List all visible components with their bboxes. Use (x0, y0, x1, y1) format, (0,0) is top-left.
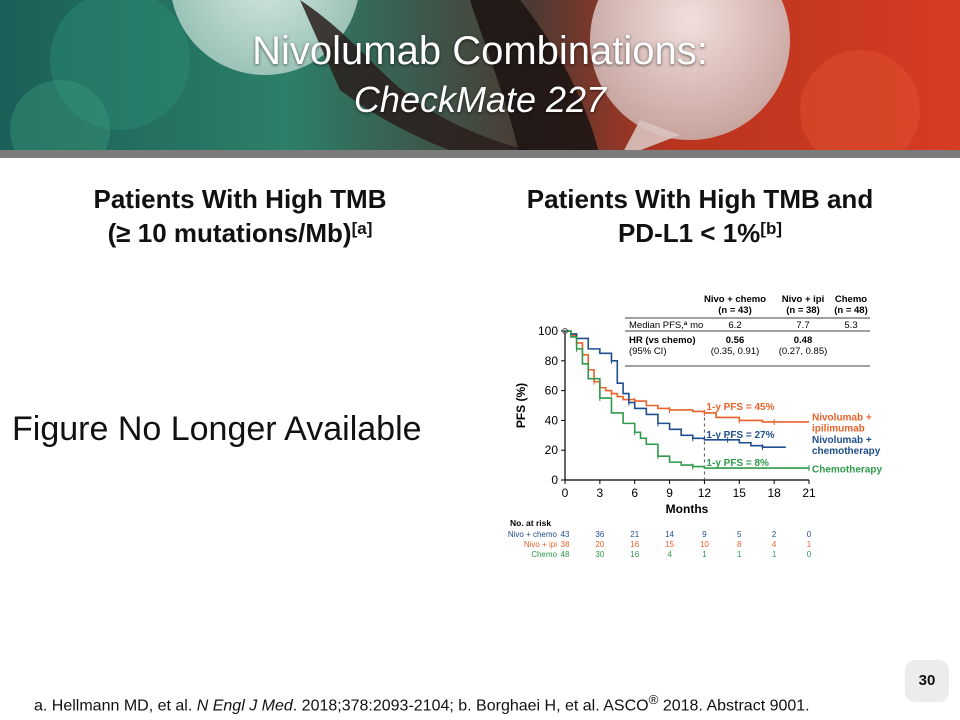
risk-cell: 16 (630, 540, 639, 549)
y-tick-label: 20 (545, 443, 559, 457)
x-tick-label: 18 (767, 486, 781, 500)
table-row-label: Median PFS,ª mo (629, 320, 703, 331)
risk-cell: 9 (702, 530, 707, 539)
risk-cell: 48 (561, 550, 570, 559)
left-column-heading: Patients With High TMB (≥ 10 mutations/M… (40, 182, 440, 250)
risk-cell: 4 (772, 540, 777, 549)
right-heading-line1: Patients With High TMB and (526, 184, 874, 214)
left-heading-line2: (≥ 10 mutations/Mb)[a] (40, 216, 440, 250)
y-tick-label: 40 (545, 413, 559, 427)
figure-unavailable-text: Figure No Longer Available (12, 410, 422, 448)
slide-title: Nivolumab Combinations: (252, 29, 708, 73)
risk-table-title: No. at risk (510, 518, 551, 528)
right-heading-line2: PD-L1 < 1%[b] (490, 216, 910, 250)
y-tick-label: 0 (551, 473, 558, 487)
risk-row-label: Nivo + ipi (524, 540, 557, 549)
footnote-part-c: 2018. Abstract 9001. (658, 697, 810, 715)
table-row-label: HR (vs chemo) (629, 335, 696, 346)
risk-cell: 5 (737, 530, 742, 539)
left-heading-ref: [a] (351, 219, 373, 238)
table-cell: (0.27, 0.85) (779, 346, 828, 357)
risk-cell: 1 (807, 540, 812, 549)
risk-cell: 38 (561, 540, 570, 549)
table-row-label: (95% CI) (629, 346, 666, 357)
table-cell: 7.7 (796, 320, 809, 331)
x-tick-label: 0 (562, 486, 569, 500)
x-tick-label: 9 (666, 486, 673, 500)
risk-cell: 8 (737, 540, 742, 549)
table-cell: 5.3 (844, 320, 857, 331)
risk-cell: 36 (595, 530, 604, 539)
footnote-journal: N Engl J Med (196, 697, 293, 715)
table-cell: (0.35, 0.91) (711, 346, 760, 357)
footnote-part-a: a. Hellmann MD, et al. (34, 697, 197, 715)
table-header-n: (n = 43) (718, 305, 752, 316)
x-tick-label: 3 (597, 486, 604, 500)
series-line-1 (565, 330, 786, 449)
table-cell: 0.56 (726, 335, 745, 346)
pfs-annotation-0: 1-y PFS = 45% (706, 402, 774, 413)
legend-label-2: Chemotherapy (812, 465, 882, 476)
table-cell: 0.48 (794, 335, 813, 346)
risk-cell: 14 (665, 530, 674, 539)
risk-cell: 10 (700, 540, 709, 549)
footnote: a. Hellmann MD, et al. N Engl J Med. 201… (34, 692, 810, 715)
risk-cell: 21 (630, 530, 639, 539)
footnote-registered: ® (648, 692, 659, 707)
left-heading-line1: Patients With High TMB (93, 184, 387, 214)
table-header: Nivo + chemo (704, 294, 766, 305)
risk-cell: 1 (772, 550, 777, 559)
y-tick-label: 80 (545, 354, 559, 368)
y-tick-label: 100 (538, 324, 558, 338)
right-heading-ref: [b] (760, 219, 783, 238)
x-tick-label: 21 (802, 486, 816, 500)
risk-cell: 15 (665, 540, 674, 549)
table-header-n: (n = 48) (834, 305, 868, 316)
legend-label-1: chemotherapy (812, 446, 881, 457)
page-number: 30 (905, 660, 949, 702)
y-axis-title: PFS (%) (514, 383, 528, 428)
table-header: Nivo + ipi (782, 294, 825, 305)
x-axis-title: Months (666, 502, 709, 516)
risk-cell: 1 (737, 550, 742, 559)
slide-subtitle: CheckMate 227 (353, 79, 607, 120)
x-tick-label: 6 (631, 486, 638, 500)
table-cell: 6.2 (728, 320, 741, 331)
pfs-annotation-2: 1-y PFS = 8% (706, 458, 769, 469)
risk-row-label: Nivo + chemo (508, 530, 558, 539)
table-header-n: (n = 38) (786, 305, 820, 316)
risk-cell: 20 (595, 540, 604, 549)
risk-cell: 16 (630, 550, 639, 559)
footnote-part-b: . 2018;378:2093-2104; b. Borghaei H, et … (292, 697, 649, 715)
risk-cell: 30 (595, 550, 604, 559)
x-tick-label: 15 (733, 486, 747, 500)
risk-cell: 2 (772, 530, 777, 539)
pfs-annotation-1: 1-y PFS = 27% (706, 430, 774, 441)
risk-cell: 43 (561, 530, 570, 539)
table-header: Chemo (835, 294, 867, 305)
risk-row-label: Chemo (531, 550, 557, 559)
start-point (562, 328, 568, 334)
risk-cell: 0 (807, 530, 812, 539)
title-banner: Nivolumab Combinations: CheckMate 227 (0, 0, 960, 158)
banner-background (0, 0, 960, 158)
x-tick-label: 12 (698, 486, 712, 500)
risk-cell: 4 (667, 550, 672, 559)
legend-label-0: ipilimumab (812, 423, 865, 434)
right-column-heading: Patients With High TMB and PD-L1 < 1%[b] (490, 182, 910, 250)
legend-label-1: Nivolumab + (812, 435, 872, 446)
left-heading-text: (≥ 10 mutations/Mb) (107, 218, 352, 248)
right-heading-text: PD-L1 < 1% (617, 218, 761, 248)
y-tick-label: 60 (545, 384, 559, 398)
legend-label-0: Nivolumab + (812, 412, 872, 423)
risk-cell: 1 (702, 550, 707, 559)
risk-cell: 0 (807, 550, 812, 559)
